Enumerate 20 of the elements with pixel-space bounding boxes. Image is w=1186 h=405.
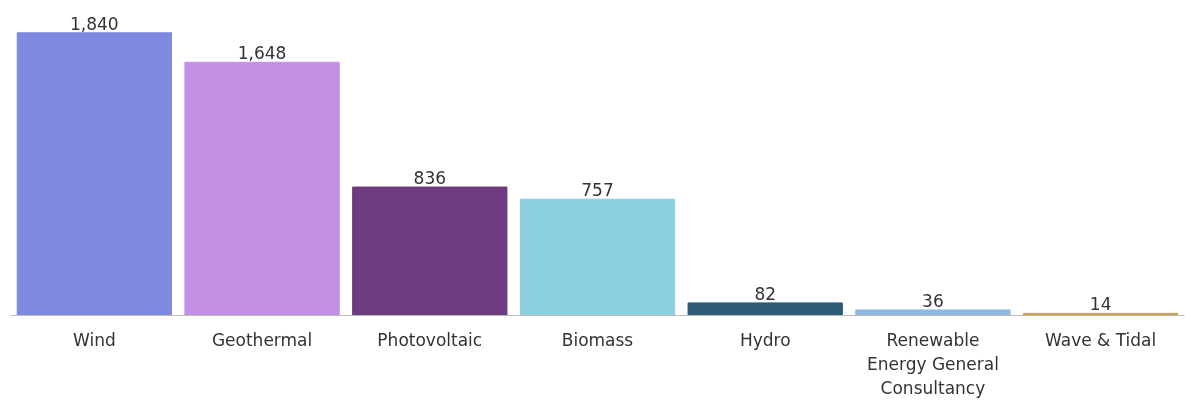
data-label: 14	[1089, 294, 1112, 315]
data-label: 1,840	[70, 13, 119, 34]
x-tick-label: Wave & Tidal	[1045, 329, 1157, 350]
data-label: 82	[754, 283, 777, 304]
data-label: 36	[922, 290, 944, 311]
x-tick-label: Renewable Energy General Consultancy	[866, 329, 999, 398]
bar	[687, 302, 843, 316]
x-tick-label: Photovoltaic	[377, 329, 483, 350]
data-label: 1,648	[237, 43, 287, 64]
x-tick-label: Biomass	[561, 329, 634, 350]
bar	[855, 309, 1011, 316]
bar	[519, 198, 676, 316]
data-label: 836	[413, 168, 447, 189]
x-tick-label: Geothermal	[211, 329, 313, 350]
x-tick-label: Hydro	[739, 329, 791, 350]
x-tick-label: Wind	[73, 329, 116, 350]
data-label: 757	[581, 180, 614, 201]
bar	[352, 186, 508, 316]
bar	[16, 32, 173, 316]
bar	[184, 61, 340, 316]
